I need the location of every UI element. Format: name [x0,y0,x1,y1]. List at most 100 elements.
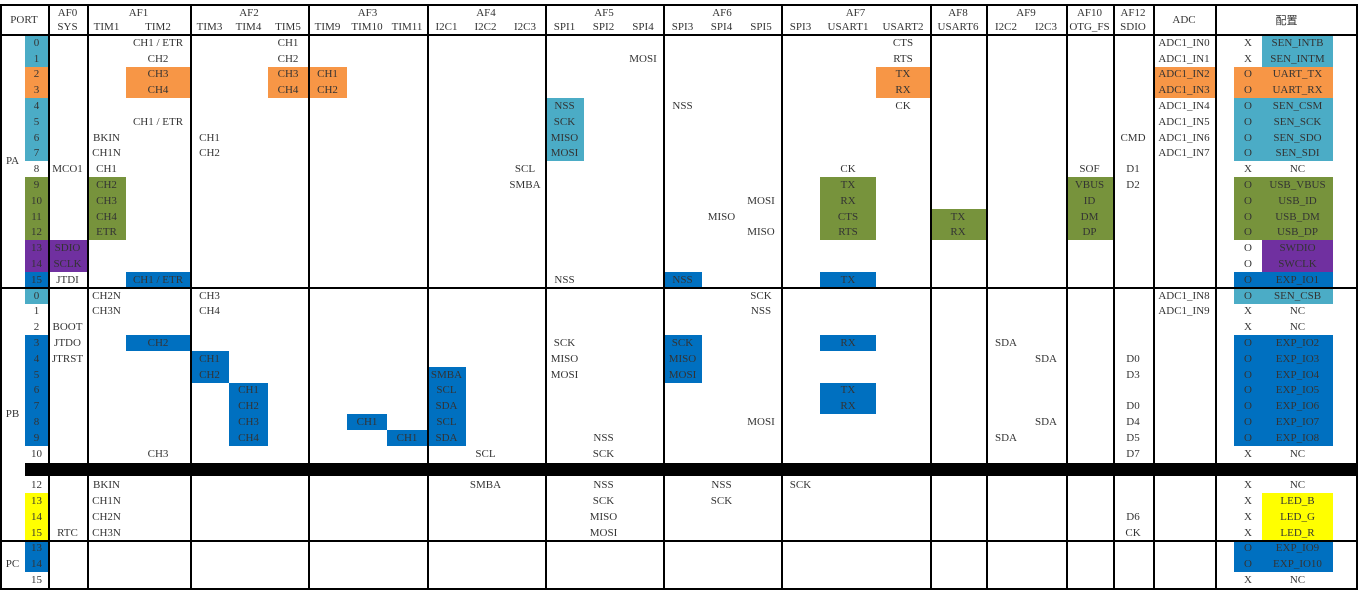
af-function-cell: NSS [554,273,575,286]
af-group-header: AF2 [239,6,259,19]
config-mark: O [1234,66,1262,83]
af-function-cell: TX [876,66,930,83]
af-function-cell: BKIN [93,131,120,144]
pin-number: 15 [25,272,48,288]
af-function-cell: D2 [1126,179,1140,192]
af-function-cell: CH2 [199,147,220,160]
column-divider [930,4,932,589]
af-function-cell: SCK [592,495,615,508]
pin-number: 11 [25,208,48,225]
af-group-header: AF12 [1120,6,1146,19]
pin-number: 10 [31,447,42,460]
row-divider [0,4,1358,6]
pin-number: 13 [25,240,48,257]
peripheral-header: I2C2 [474,21,497,33]
af-function-cell: TX [820,177,876,193]
config-signal-name: NC [1289,321,1306,334]
af-function-cell: CH1 [96,163,117,176]
port-header: PORT [10,13,38,26]
af-function-cell: CH2 [308,82,347,99]
pin-number: 15 [31,574,42,587]
config-mark: O [1234,430,1262,446]
af-function-cell: MISO [707,210,736,223]
peripheral-header: SPI5 [750,21,772,33]
af-function-cell: CH1N [92,495,121,508]
config-signal-name: SEN_SDI [1262,145,1333,162]
column-divider [781,4,783,589]
af-function-cell: SCLK [48,256,87,272]
column-divider [1066,4,1068,589]
af-function-cell: SMBA [427,366,466,383]
pin-number: 3 [25,335,48,351]
peripheral-header: SDIO [1120,21,1146,33]
af-function-cell: CH2 [277,52,299,65]
config-mark: X [1244,574,1252,587]
pin-number: 15 [25,524,48,541]
af-function-cell: MISO [747,226,775,239]
af-function-cell: CH2 [126,335,190,351]
config-mark: O [1234,145,1262,162]
af-function-cell: NSS [750,305,772,318]
af-function-cell: D3 [1126,368,1140,381]
af-function-cell: SDA [994,337,1017,350]
af-function-cell: SDA [994,431,1017,444]
pin-number: 6 [25,382,48,399]
af-group-header: AF0 [57,6,78,19]
column-divider [1215,4,1217,589]
af-function-cell: SMBA [509,179,541,192]
row-divider [0,588,1358,590]
port-label: PA [5,155,20,168]
config-signal-name: LED_G [1262,509,1333,525]
peripheral-header: I2C3 [1035,21,1057,33]
config-mark: X [1244,447,1252,460]
pin-number: 5 [25,114,48,130]
config-signal-name: SWDIO [1262,240,1333,257]
config-mark: O [1244,242,1252,255]
config-mark: O [1234,287,1262,304]
config-signal-name: SEN_CSB [1262,287,1333,304]
af-function-cell: MISO [663,351,702,367]
af-function-cell: ADC1_IN9 [1158,305,1210,318]
config-mark: X [1244,305,1252,318]
af-function-cell: NSS [663,272,702,288]
peripheral-header: TIM11 [391,21,423,33]
af-function-cell: SCK [545,114,584,130]
config-mark: O [1234,272,1262,288]
af-group-header: AF3 [357,6,378,19]
af-function-cell: CH3 [126,66,190,83]
column-divider [87,4,89,589]
config-mark: X [1244,36,1252,49]
config-mark: O [1234,540,1262,557]
af-function-cell: NSS [545,98,584,114]
column-divider [1113,4,1115,589]
column-divider [48,4,50,589]
af-function-cell: CH1 / ETR [132,36,184,49]
af-function-cell: SDIO [48,240,87,257]
af-function-cell: ID [1066,193,1113,209]
af-function-cell: CH3 [229,414,268,430]
af-function-cell: CH1 [199,131,220,144]
af-function-cell: CH3 [268,66,308,83]
peripheral-header: SPI3 [671,21,694,33]
peripheral-header: USART1 [827,21,869,33]
peripheral-header: SPI4 [710,21,733,33]
config-signal-name: EXP_IO4 [1262,366,1333,383]
af-group-header: AF8 [948,6,968,19]
pin-number: 2 [33,321,40,334]
af-function-cell: RTC [57,526,78,539]
af-function-cell: CH2 [87,177,126,193]
pin-number: 4 [25,351,48,367]
af-function-cell: SCL [514,163,536,176]
af-function-cell: CK [840,163,856,176]
af-function-cell: MISO [550,352,579,365]
af-function-cell: RX [930,224,986,241]
column-divider [663,4,665,589]
af-function-cell: CH1 [387,430,427,446]
config-mark: O [1234,98,1262,114]
config-mark: O [1234,129,1262,146]
config-signal-name: UART_TX [1262,66,1333,83]
af-function-cell: CH3N [92,526,121,539]
af-function-cell: NSS [593,431,614,444]
column-divider [0,4,2,589]
config-signal-name: SWCLK [1262,256,1333,272]
